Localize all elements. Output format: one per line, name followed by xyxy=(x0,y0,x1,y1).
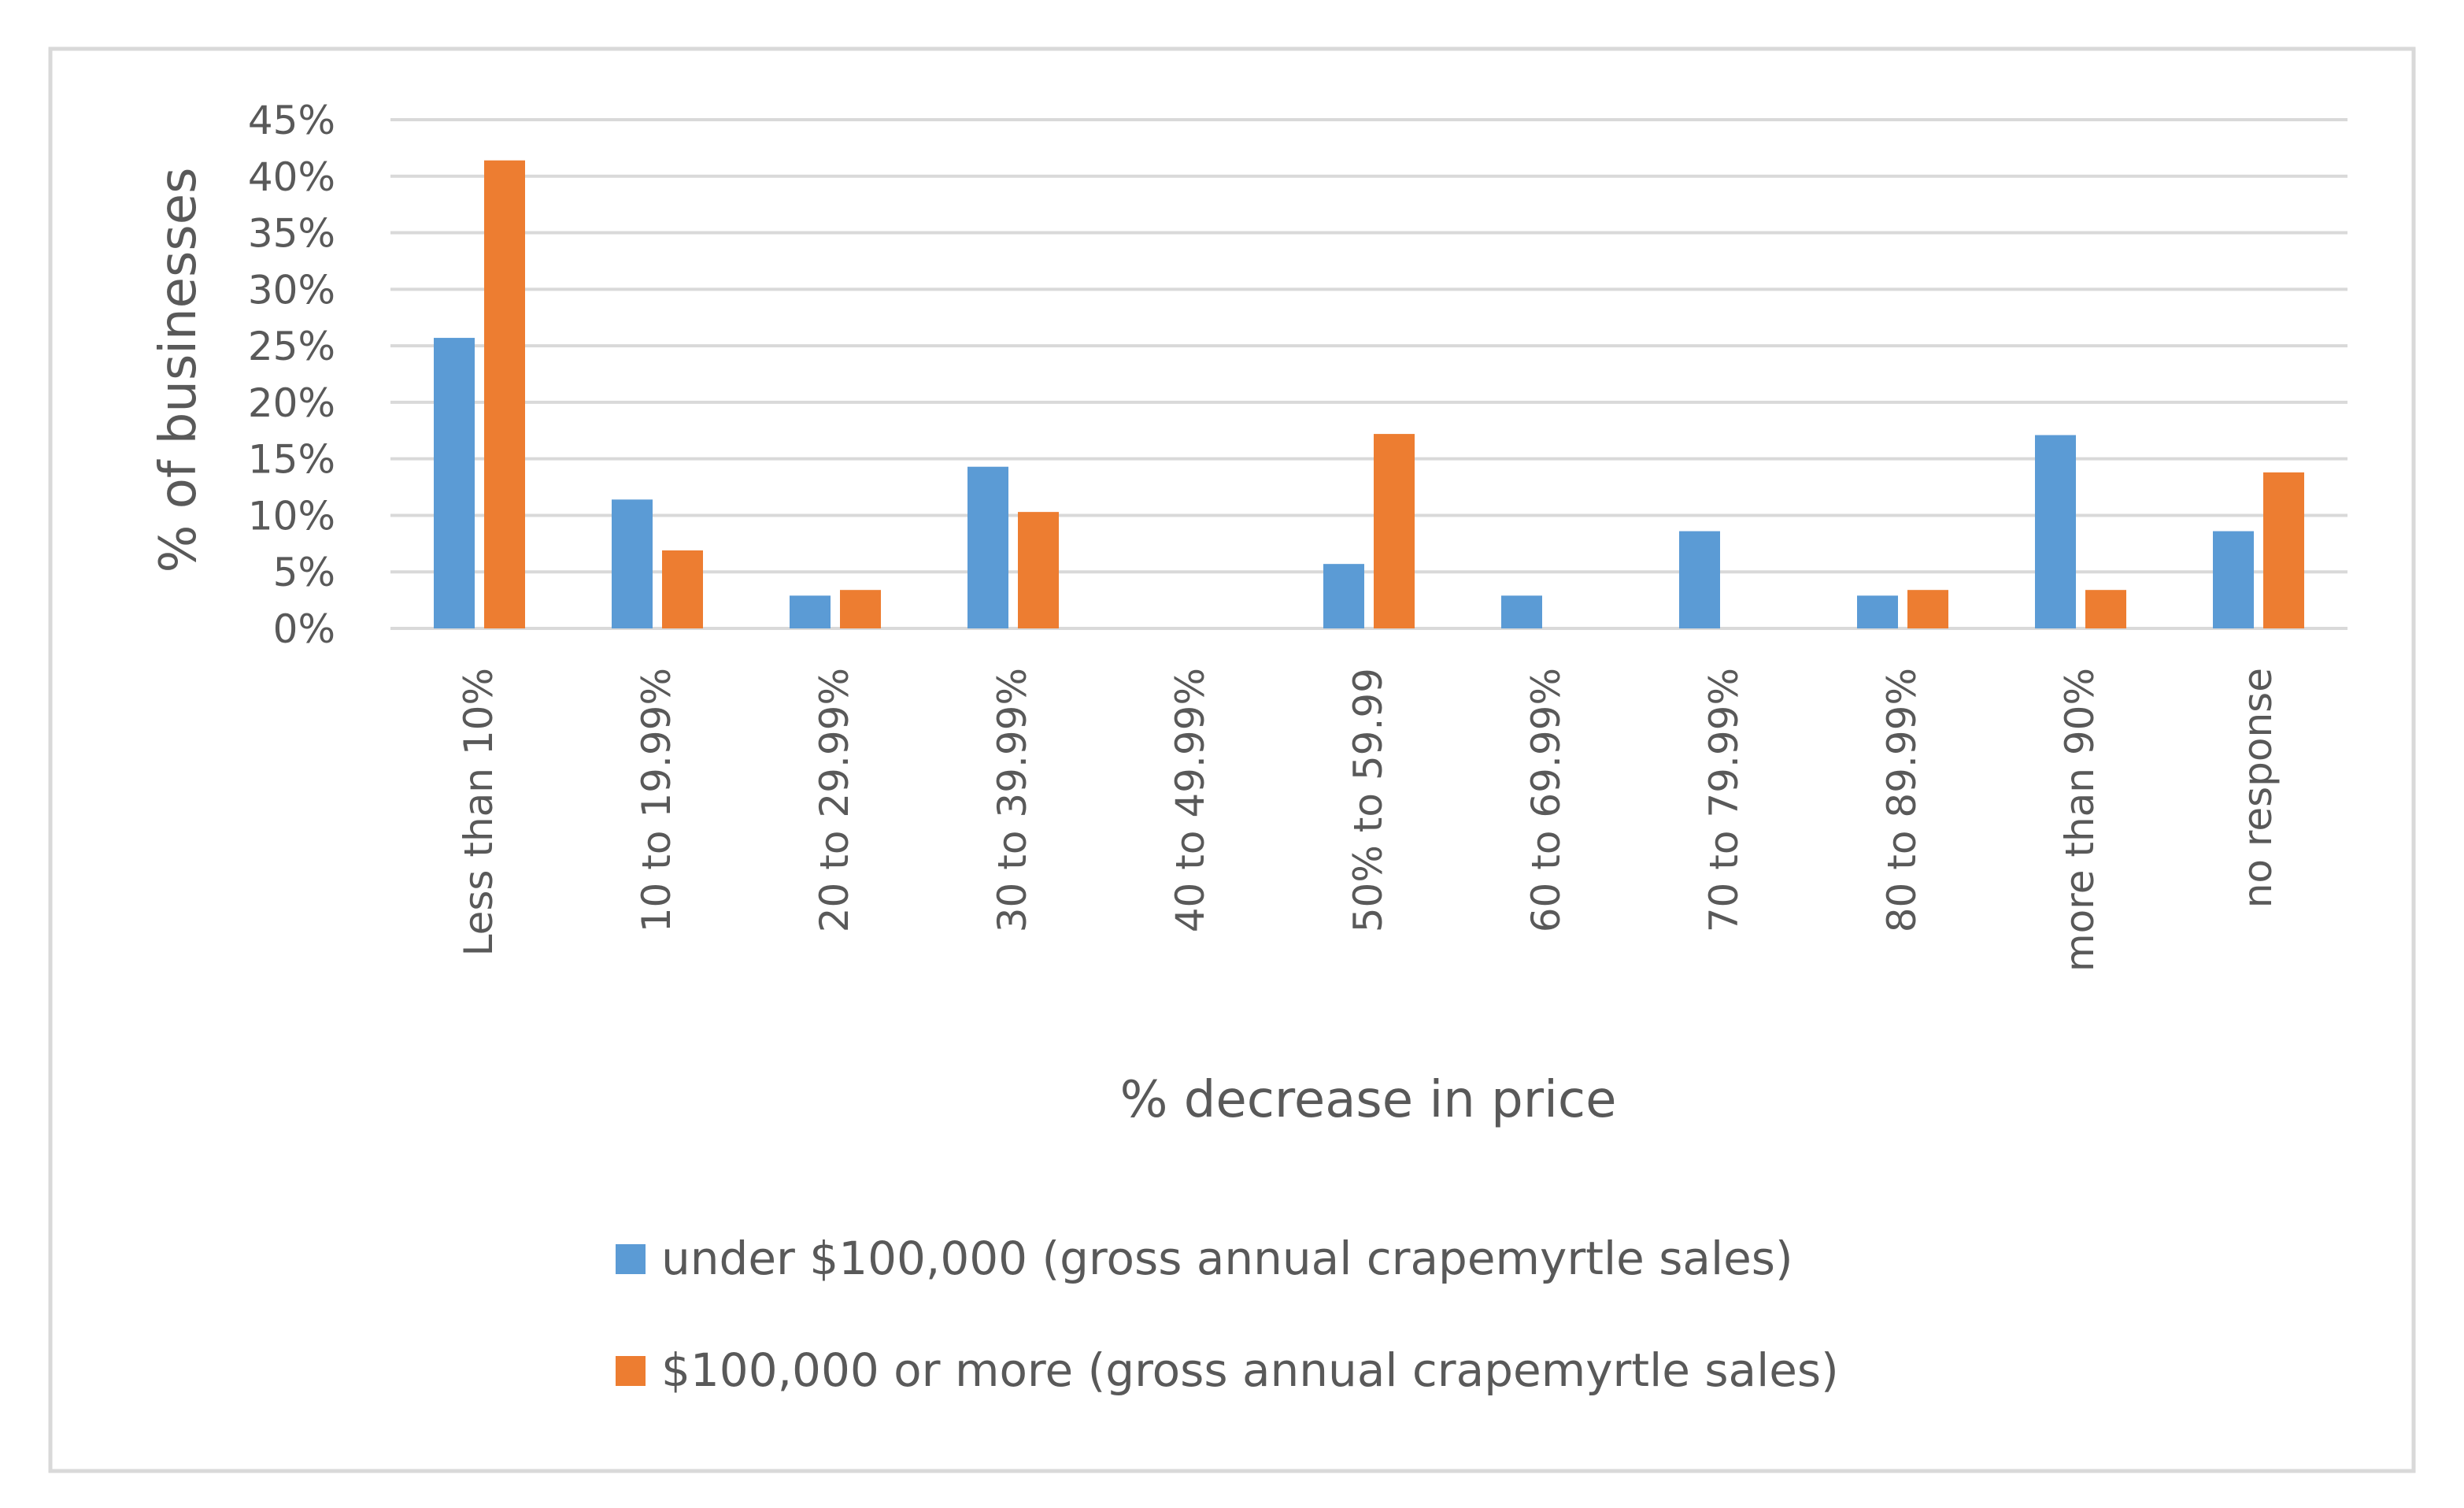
y-tick-label: 20% xyxy=(248,380,335,426)
y-axis-ticks: 0% 5% 10% 15% 20% 25% 30% 35% 40% 45% xyxy=(248,98,335,652)
series-under-100k-bar xyxy=(1501,595,1542,628)
series-under-100k-bar xyxy=(2035,435,2076,628)
x-category-label: 80 to 89.99% xyxy=(1879,668,1925,932)
x-category-label: 20 to 29.99% xyxy=(812,668,857,932)
x-category-label: no response xyxy=(2235,668,2281,908)
y-tick-label: 40% xyxy=(248,154,335,200)
chart-frame xyxy=(48,46,2416,1473)
series-100k-or-more-bar xyxy=(1374,434,1415,628)
y-tick-label: 35% xyxy=(248,211,335,257)
legend-swatch xyxy=(616,1244,646,1274)
series-under-100k-bar xyxy=(612,499,653,628)
y-tick-label: 0% xyxy=(273,606,335,652)
y-tick-label: 30% xyxy=(248,267,335,313)
x-category-label: 60 to 69.99% xyxy=(1523,668,1569,932)
series-under-100k-bar xyxy=(967,466,1008,628)
series-under-100k-bar xyxy=(434,338,475,628)
gridlines xyxy=(390,118,2347,630)
y-tick-label: 45% xyxy=(248,98,335,143)
x-category-label: 30 to 39.99% xyxy=(990,668,1035,932)
series-100k-or-more-bar xyxy=(1907,590,1948,628)
series-100k-or-more-bar xyxy=(484,160,525,628)
x-category-label: 70 to 79.99% xyxy=(1701,668,1747,932)
x-category-label: 50% to 59.99 xyxy=(1345,668,1391,932)
series-under-100k-bar xyxy=(790,595,831,628)
legend-label: $100,000 or more (gross annual crapemyrt… xyxy=(661,1343,1839,1397)
legend-label: under $100,000 (gross annual crapemyrtle… xyxy=(661,1232,1793,1285)
x-category-label: Less than 10% xyxy=(456,668,501,956)
series-100k-or-more-bar xyxy=(840,590,881,628)
series-100k-or-more-bar xyxy=(1018,512,1059,628)
series-under-100k-bar xyxy=(1323,564,1364,628)
series-under-100k-bar xyxy=(1857,595,1898,628)
y-tick-label: 5% xyxy=(273,550,335,595)
series-100k-or-more-bar xyxy=(2263,472,2304,628)
legend: under $100,000 (gross annual crapemyrtle… xyxy=(616,1232,1839,1397)
y-tick-label: 25% xyxy=(248,324,335,369)
series-100k-or-more-bar xyxy=(2085,590,2126,628)
x-axis-category-labels: Less than 10% 10 to 19.99% 20 to 29.99% 30 … xyxy=(456,668,2281,972)
bars xyxy=(434,160,2304,628)
x-category-label: 10 to 19.99% xyxy=(634,668,679,932)
x-category-label: more than 90% xyxy=(2057,668,2103,972)
x-category-label: 40 to 49.99% xyxy=(1167,668,1213,932)
legend-swatch xyxy=(616,1356,646,1386)
y-tick-label: 10% xyxy=(248,493,335,539)
x-axis-title: % decrease in price xyxy=(1120,1071,1617,1129)
series-100k-or-more-bar xyxy=(662,550,703,628)
series-under-100k-bar xyxy=(1679,531,1720,628)
y-tick-label: 15% xyxy=(248,437,335,483)
series-under-100k-bar xyxy=(2213,531,2254,628)
y-axis-title: % of businesses xyxy=(150,168,208,573)
